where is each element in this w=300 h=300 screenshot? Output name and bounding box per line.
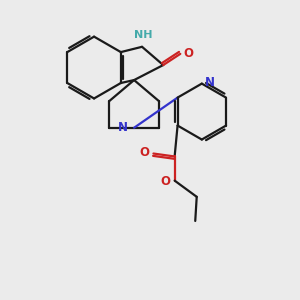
Text: NH: NH (134, 30, 153, 40)
Text: N: N (118, 121, 128, 134)
Text: N: N (205, 76, 215, 88)
Text: O: O (161, 175, 171, 188)
Text: O: O (184, 47, 194, 60)
Text: O: O (140, 146, 150, 159)
